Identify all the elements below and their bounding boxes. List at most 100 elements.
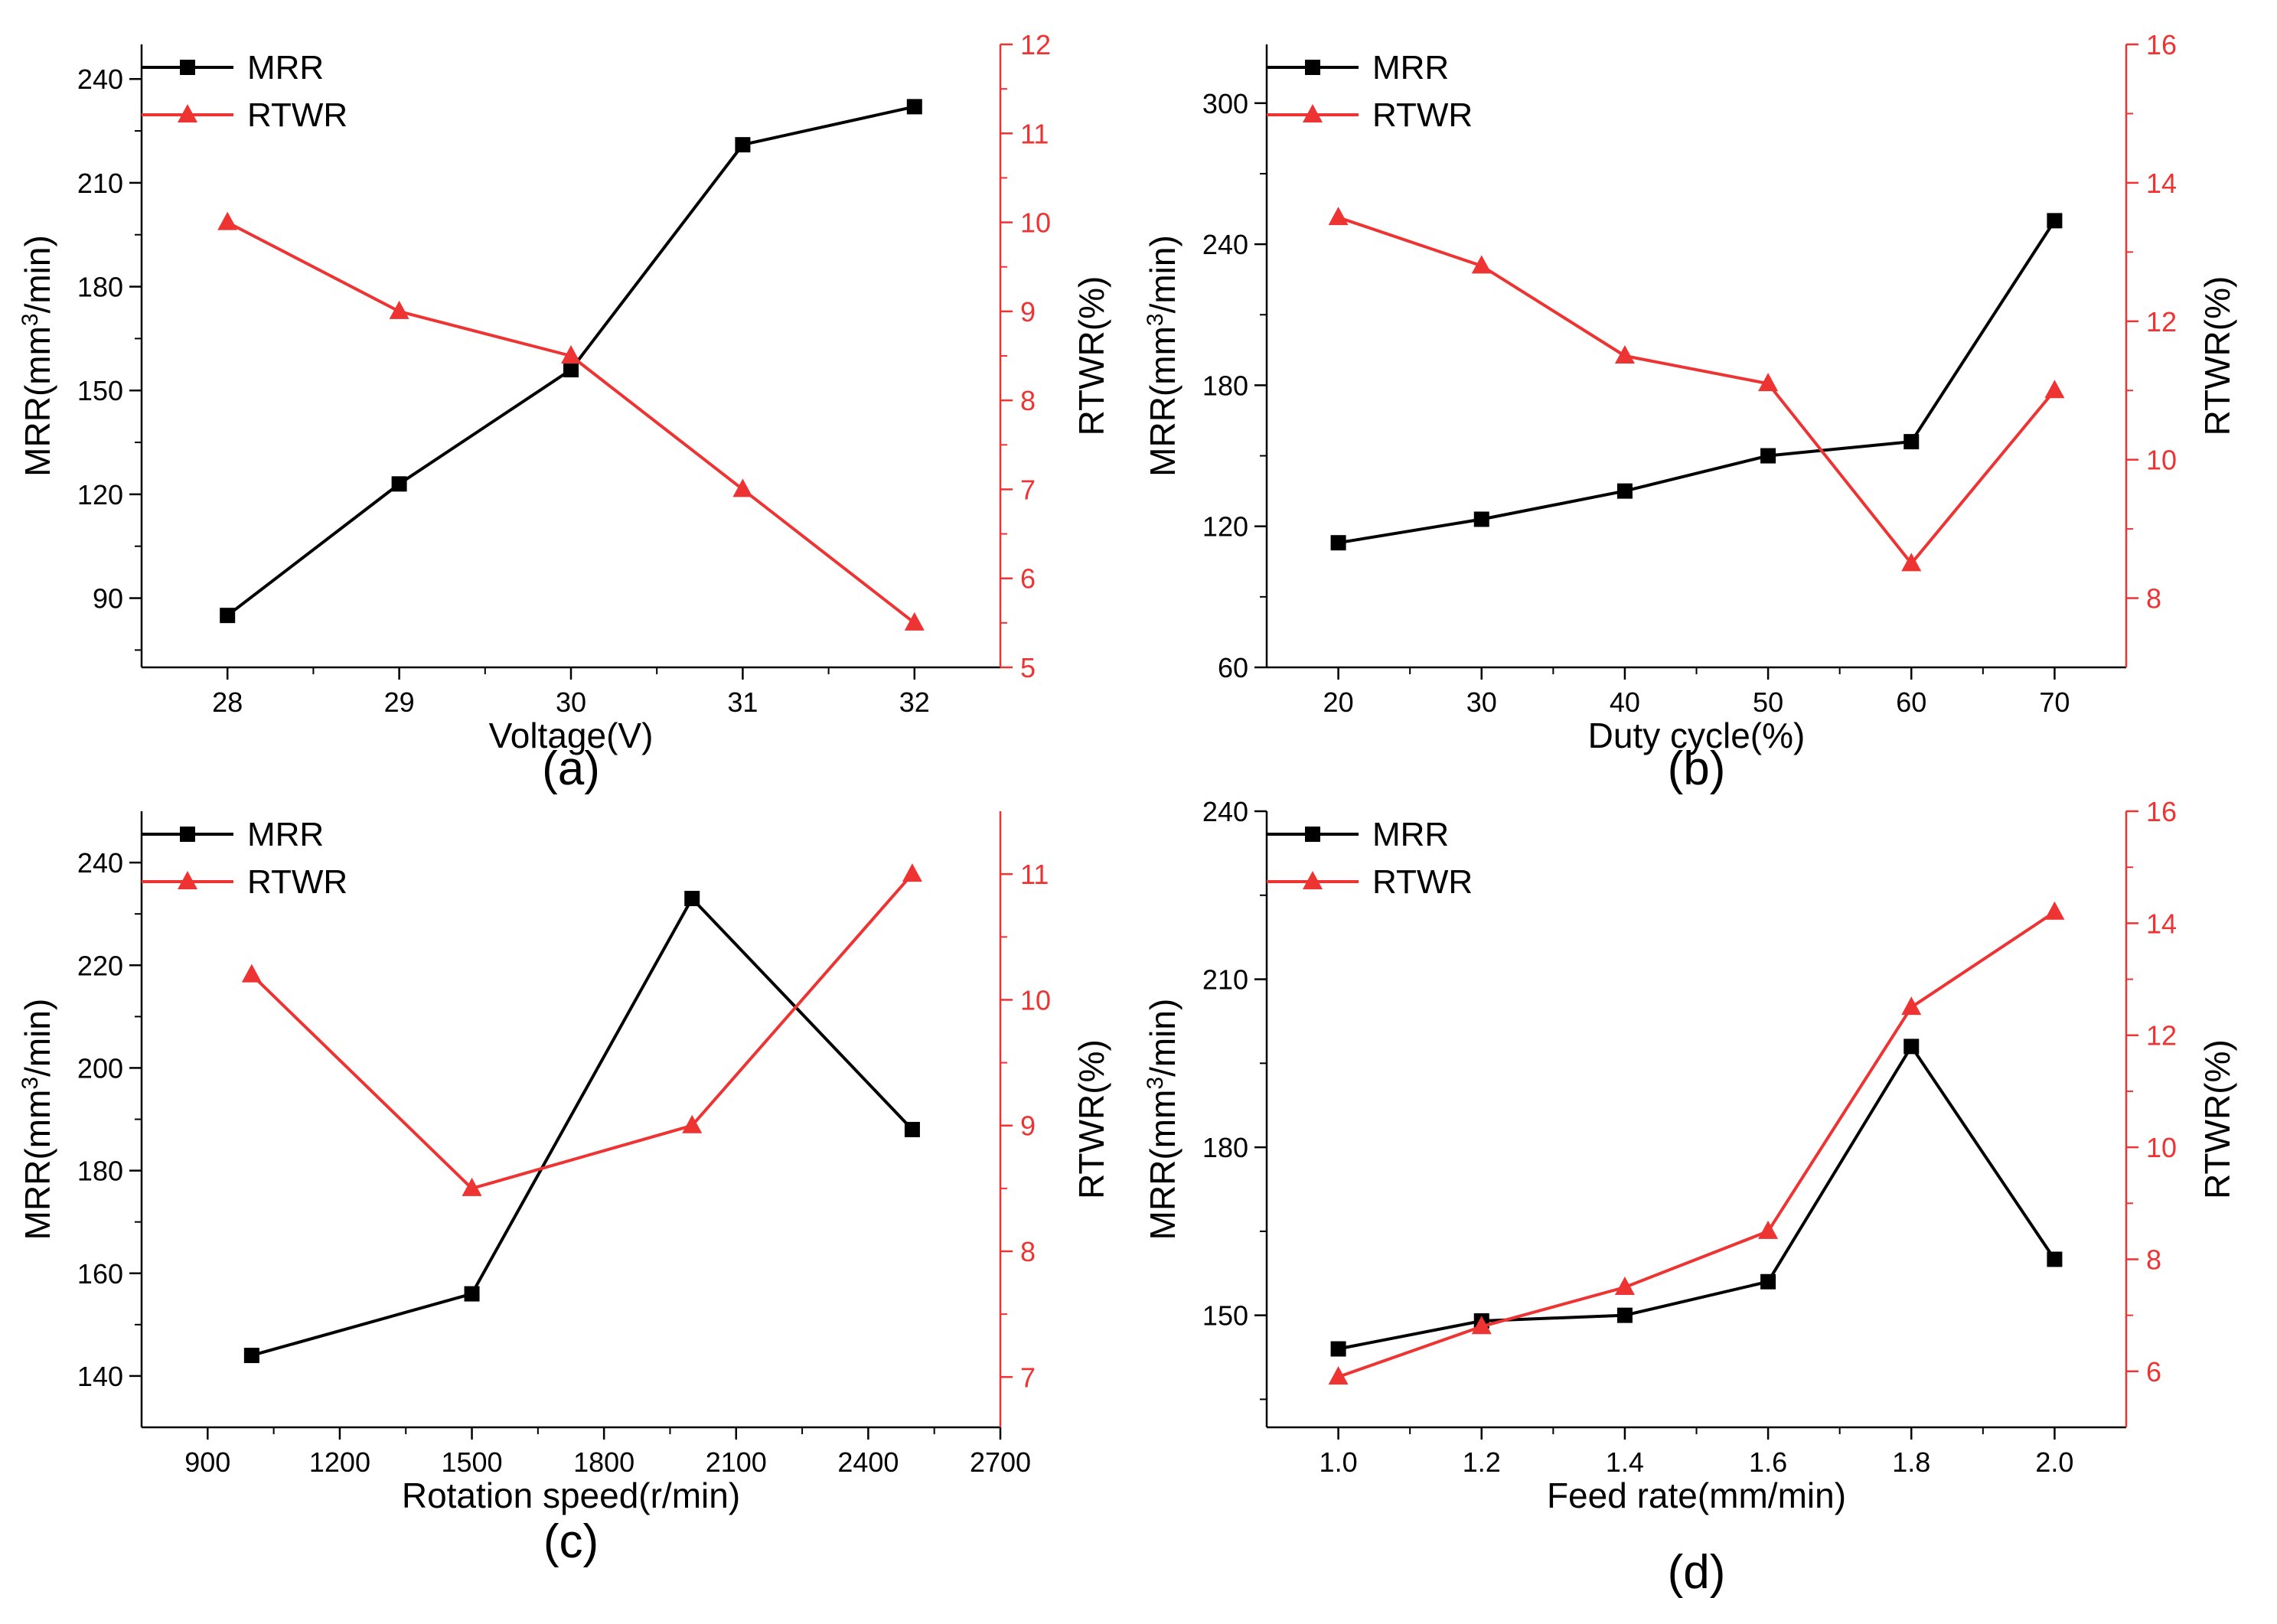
x-axis-label: Duty cycle(%) xyxy=(1588,716,1806,755)
panel-label: (c) xyxy=(543,1515,599,1568)
x-tick-label: 32 xyxy=(899,686,930,718)
y-left-tick-label: 180 xyxy=(77,272,123,303)
series-line-mrr xyxy=(251,897,914,1358)
x-tick-label: 20 xyxy=(1323,686,1354,718)
y-right-axis-label: RTWR(%) xyxy=(1072,1039,1111,1199)
data-point-rtwr xyxy=(462,1177,482,1196)
y-right-tick-label: 10 xyxy=(2146,445,2177,476)
x-tick-label: 2700 xyxy=(970,1446,1031,1478)
legend-label-rtwr: RTWR xyxy=(247,96,347,134)
y-left-tick-label: 140 xyxy=(77,1361,123,1392)
data-point-mrr xyxy=(563,362,579,378)
x-tick-label: 1500 xyxy=(441,1446,502,1478)
data-point-rtwr xyxy=(561,345,581,364)
y-left-tick-label: 160 xyxy=(77,1258,123,1290)
y-right-tick-label: 8 xyxy=(2146,583,2161,615)
data-point-rtwr xyxy=(902,863,922,882)
y-left-axis-label: MRR(mm3/min) xyxy=(1143,235,1183,477)
y-left-tick-label: 200 xyxy=(77,1052,123,1084)
y-right-tick-label: 9 xyxy=(1020,1110,1036,1142)
data-point-mrr xyxy=(1473,511,1489,527)
x-tick-label: 70 xyxy=(2039,686,2070,718)
y-left-tick-label: 90 xyxy=(93,583,123,615)
y-left-tick-label: 120 xyxy=(77,479,123,510)
data-point-rtwr xyxy=(732,478,753,497)
legend-marker-rtwr xyxy=(178,871,197,889)
y-right-tick-label: 8 xyxy=(1020,385,1036,416)
data-point-rtwr xyxy=(1901,553,1922,572)
y-right-axis-label: RTWR(%) xyxy=(1072,276,1111,436)
legend-label-rtwr: RTWR xyxy=(247,863,347,901)
data-point-mrr xyxy=(2047,1251,2063,1267)
data-point-mrr xyxy=(1760,1273,1776,1290)
y-right-tick-label: 12 xyxy=(2146,306,2177,338)
panel-label: (d) xyxy=(1668,1546,1726,1599)
x-tick-label: 50 xyxy=(1753,686,1783,718)
y-right-axis-label: RTWR(%) xyxy=(2197,276,2237,436)
data-point-mrr xyxy=(1760,448,1776,464)
y-left-tick-label: 150 xyxy=(77,375,123,406)
x-tick-label: 60 xyxy=(1896,686,1926,718)
y-right-tick-label: 5 xyxy=(1020,652,1036,683)
y-right-tick-label: 7 xyxy=(1020,474,1036,505)
y-right-tick-label: 16 xyxy=(2146,29,2177,60)
data-point-rtwr xyxy=(217,211,238,230)
data-point-mrr xyxy=(1616,1307,1633,1323)
series-line-mrr xyxy=(1338,220,2057,545)
data-point-rtwr xyxy=(1901,996,1922,1016)
y-right-tick-label: 12 xyxy=(2146,1020,2177,1052)
x-tick-label: 1.4 xyxy=(1606,1446,1644,1478)
data-point-mrr xyxy=(464,1286,480,1302)
y-left-tick-label: 240 xyxy=(1202,229,1248,260)
y-right-tick-label: 11 xyxy=(1020,118,1049,149)
data-point-mrr xyxy=(1616,483,1633,499)
y-right-tick-label: 6 xyxy=(1020,563,1036,595)
data-point-rtwr xyxy=(682,1114,703,1133)
y-right-tick-label: 8 xyxy=(2146,1244,2161,1275)
y-right-tick-label: 10 xyxy=(1020,207,1051,239)
legend-marker-mrr xyxy=(1305,60,1320,75)
data-point-mrr xyxy=(1330,535,1346,551)
x-tick-label: 1.2 xyxy=(1463,1446,1501,1478)
panel-label: (a) xyxy=(542,742,600,795)
series-line-rtwr xyxy=(250,872,914,1190)
data-point-rtwr xyxy=(1758,1220,1779,1239)
y-right-tick-label: 10 xyxy=(1020,984,1051,1016)
data-point-rtwr xyxy=(1758,373,1779,392)
y-left-axis-label: MRR(mm3/min) xyxy=(18,235,57,477)
y-right-tick-label: 14 xyxy=(2146,908,2177,939)
x-tick-label: 1.8 xyxy=(1892,1446,1930,1478)
legend-label-mrr: MRR xyxy=(247,816,324,853)
y-right-tick-label: 6 xyxy=(2146,1356,2161,1388)
data-point-rtwr xyxy=(1471,1316,1492,1335)
y-right-axis-label: RTWR(%) xyxy=(2197,1039,2237,1199)
chart-panel-3: 900 1200 1500 1800 2100 2400 2700 140 160 180 200 2… xyxy=(18,811,1111,1568)
x-tick-label: 1.6 xyxy=(1749,1446,1787,1478)
x-tick-label: 28 xyxy=(212,686,243,718)
data-point-mrr xyxy=(1903,1039,1920,1055)
panel-label: (b) xyxy=(1668,742,1726,795)
x-tick-label: 1800 xyxy=(573,1446,634,1478)
data-point-rtwr xyxy=(1614,345,1635,364)
data-point-rtwr xyxy=(1328,1366,1349,1385)
data-point-rtwr xyxy=(389,300,409,319)
x-tick-label: 1.0 xyxy=(1320,1446,1358,1478)
legend-marker-rtwr xyxy=(1303,871,1323,889)
chart-panel-4: 1.0 1.2 1.4 1.6 1.8 2.0 150 180 210 240 6 8 10 12 14 16… xyxy=(1143,796,2237,1599)
y-left-tick-label: 120 xyxy=(1202,511,1248,543)
x-tick-label: 30 xyxy=(556,686,586,718)
data-point-rtwr xyxy=(241,964,262,983)
y-right-tick-label: 9 xyxy=(1020,296,1036,328)
data-point-mrr xyxy=(391,476,407,492)
chart-panel-2: 20 30 40 50 60 70 60 120 180 240 300 8 10 12 14 16 Duty … xyxy=(1143,29,2237,795)
legend-marker-mrr xyxy=(180,827,195,842)
legend-label-mrr: MRR xyxy=(1372,816,1449,853)
legend-marker-mrr xyxy=(180,60,195,75)
series-line-rtwr xyxy=(1337,911,2056,1378)
y-left-tick-label: 240 xyxy=(1202,796,1248,827)
y-left-tick-label: 60 xyxy=(1218,652,1248,683)
data-point-rtwr xyxy=(2044,380,2065,399)
x-axis-label: Voltage(V) xyxy=(489,716,654,755)
x-tick-label: 2100 xyxy=(706,1446,767,1478)
